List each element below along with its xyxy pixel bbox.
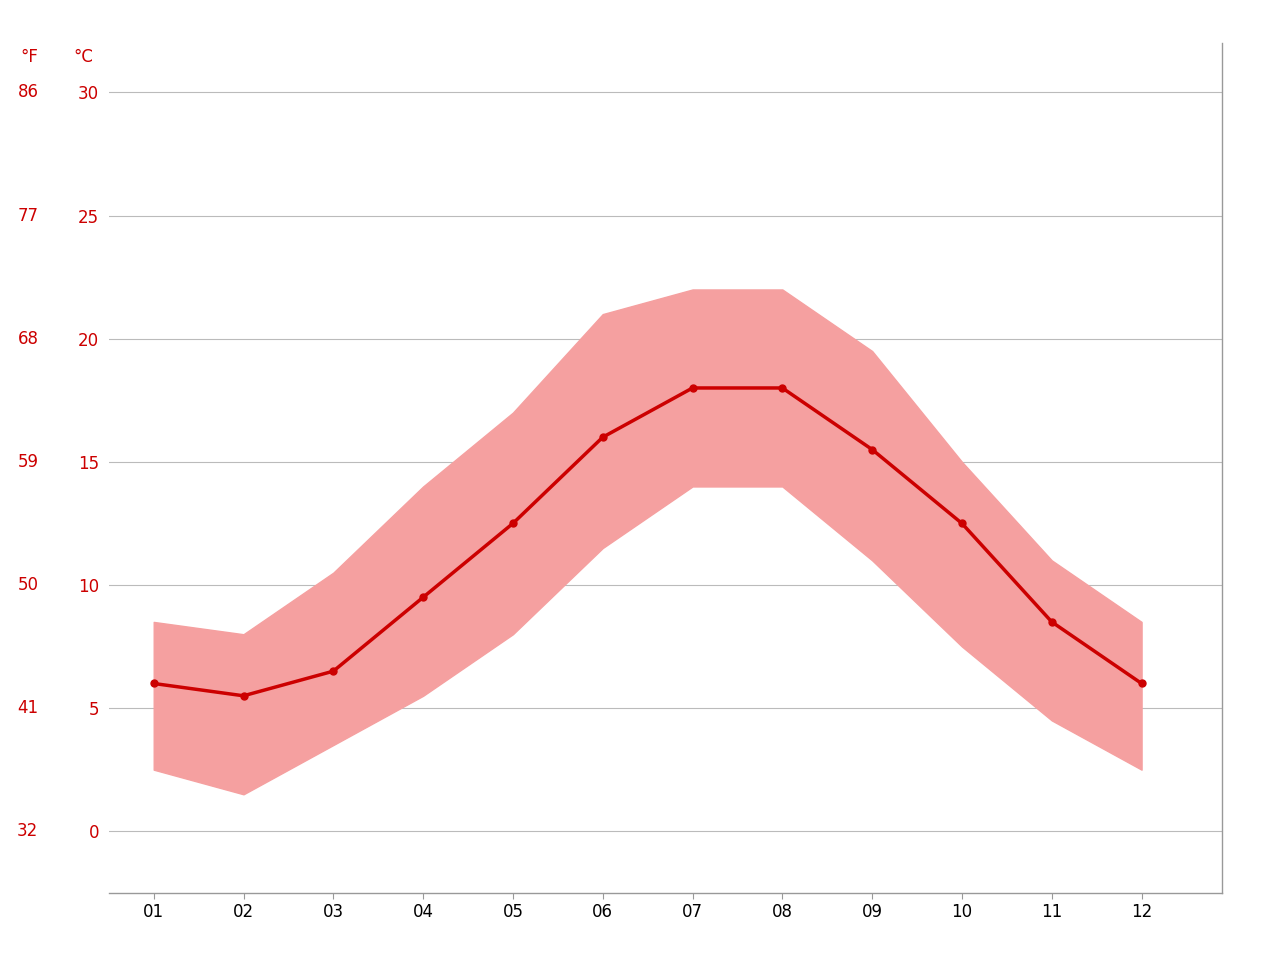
Text: 59: 59 <box>18 453 38 470</box>
Text: 32: 32 <box>17 822 38 840</box>
Text: 77: 77 <box>18 206 38 225</box>
Text: °F: °F <box>20 48 38 65</box>
Text: 86: 86 <box>18 84 38 102</box>
Text: °C: °C <box>73 48 93 65</box>
Text: 41: 41 <box>17 699 38 717</box>
Text: 50: 50 <box>18 576 38 594</box>
Text: 68: 68 <box>18 329 38 348</box>
